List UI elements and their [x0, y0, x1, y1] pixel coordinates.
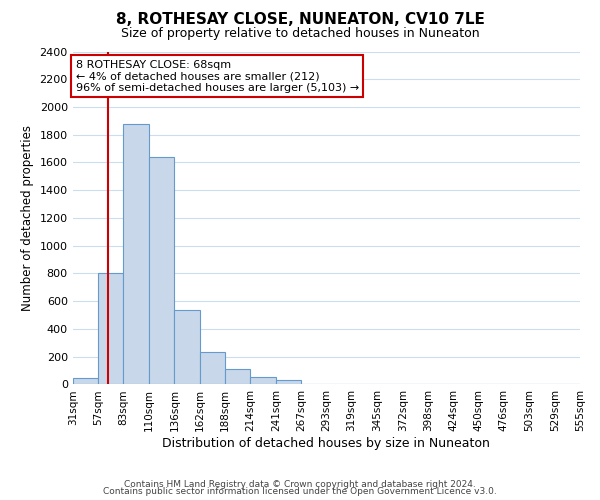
Bar [250, 377, 276, 384]
Bar [73, 378, 98, 384]
Text: Contains HM Land Registry data © Crown copyright and database right 2024.: Contains HM Land Registry data © Crown c… [124, 480, 476, 489]
Bar [175, 310, 199, 384]
Bar [149, 157, 175, 384]
Bar [276, 380, 301, 384]
Text: 8 ROTHESAY CLOSE: 68sqm
← 4% of detached houses are smaller (212)
96% of semi-de: 8 ROTHESAY CLOSE: 68sqm ← 4% of detached… [76, 60, 359, 93]
Text: Size of property relative to detached houses in Nuneaton: Size of property relative to detached ho… [121, 28, 479, 40]
Bar [224, 369, 250, 384]
Bar [199, 352, 224, 384]
Text: Contains public sector information licensed under the Open Government Licence v3: Contains public sector information licen… [103, 488, 497, 496]
Bar [98, 274, 123, 384]
X-axis label: Distribution of detached houses by size in Nuneaton: Distribution of detached houses by size … [163, 437, 490, 450]
Bar [123, 124, 149, 384]
Y-axis label: Number of detached properties: Number of detached properties [21, 125, 34, 311]
Text: 8, ROTHESAY CLOSE, NUNEATON, CV10 7LE: 8, ROTHESAY CLOSE, NUNEATON, CV10 7LE [116, 12, 484, 28]
